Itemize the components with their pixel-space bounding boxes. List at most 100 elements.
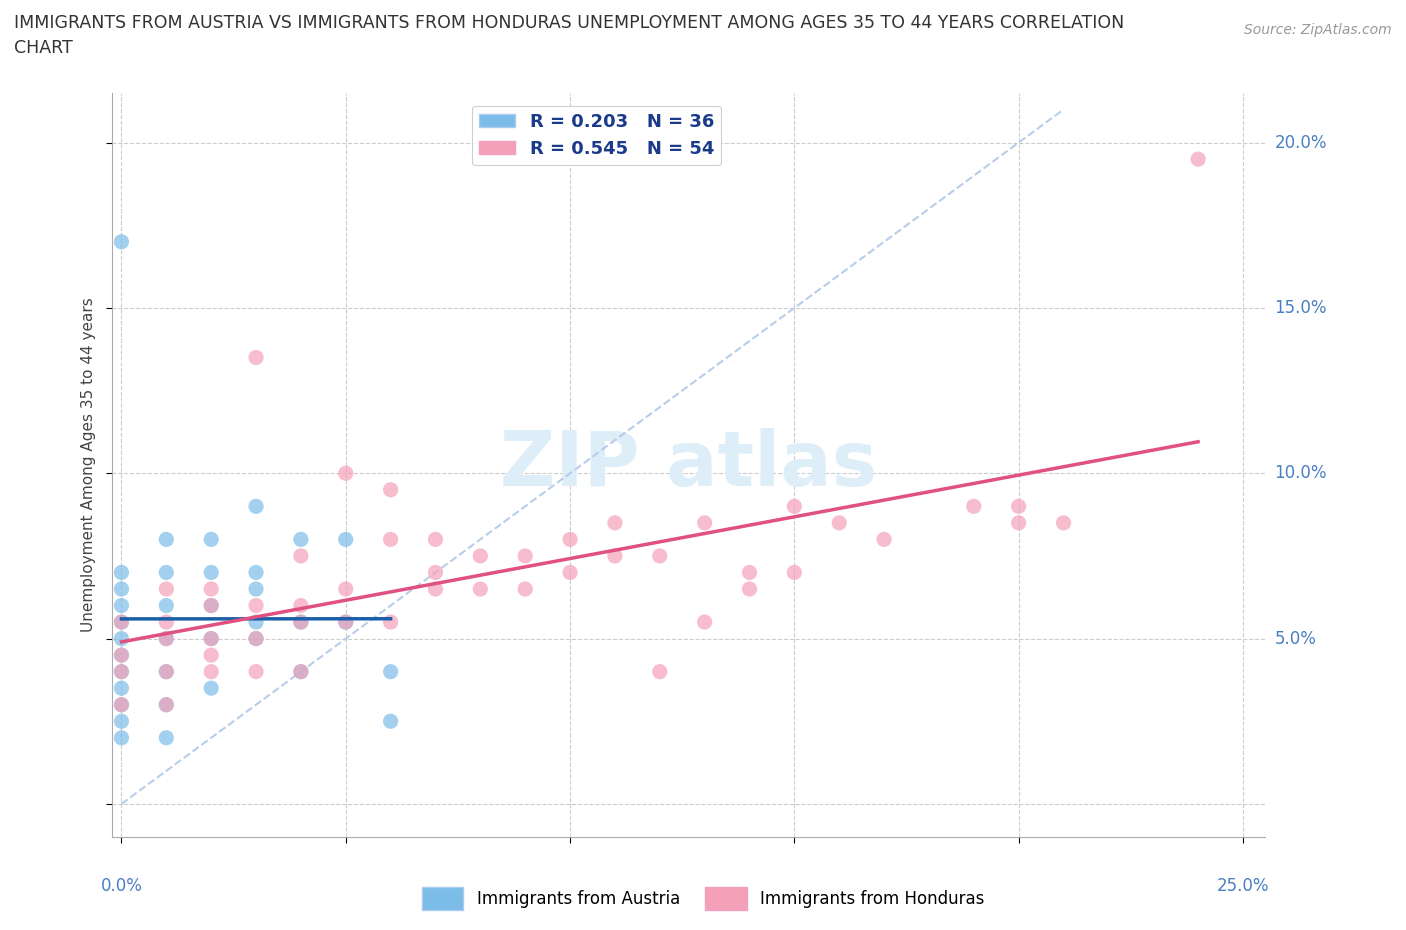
Point (200, 631, 222, 646)
Point (200, 581, 222, 596)
Point (200, 598, 222, 613)
Point (425, 532, 447, 547)
Point (648, 549, 671, 564)
Point (245, 598, 267, 613)
Point (335, 615, 357, 630)
Point (290, 598, 312, 613)
Point (245, 565, 267, 580)
Point (200, 598, 222, 613)
Point (515, 581, 537, 596)
Point (110, 615, 132, 630)
Point (110, 631, 132, 646)
Point (155, 698, 177, 712)
Point (110, 681, 132, 696)
Point (425, 565, 447, 580)
Point (200, 532, 222, 547)
Point (290, 549, 312, 564)
Point (1187, 152, 1209, 166)
Point (290, 615, 312, 630)
Point (155, 532, 177, 547)
Point (110, 664, 132, 679)
Point (200, 664, 222, 679)
Point (155, 730, 177, 745)
Point (380, 532, 402, 547)
Legend: Immigrants from Austria, Immigrants from Honduras: Immigrants from Austria, Immigrants from… (415, 880, 991, 917)
Point (245, 615, 267, 630)
Point (783, 498, 806, 513)
Point (110, 581, 132, 596)
Point (110, 234, 132, 249)
Point (515, 549, 537, 564)
Point (245, 581, 267, 596)
Point (470, 581, 492, 596)
Point (110, 698, 132, 712)
Text: ZIP atlas: ZIP atlas (501, 428, 877, 502)
Point (245, 631, 267, 646)
Point (110, 664, 132, 679)
Point (155, 598, 177, 613)
Point (290, 532, 312, 547)
Text: IMMIGRANTS FROM AUSTRIA VS IMMIGRANTS FROM HONDURAS UNEMPLOYMENT AMONG AGES 35 T: IMMIGRANTS FROM AUSTRIA VS IMMIGRANTS FR… (14, 14, 1125, 32)
Point (335, 532, 357, 547)
Point (155, 631, 177, 646)
Point (155, 565, 177, 580)
Point (110, 565, 132, 580)
Point (380, 483, 402, 498)
Text: CHART: CHART (14, 39, 73, 57)
Point (245, 498, 267, 513)
Y-axis label: Unemployment Among Ages 35 to 44 years: Unemployment Among Ages 35 to 44 years (80, 298, 96, 632)
Point (200, 647, 222, 662)
Point (200, 681, 222, 696)
Point (470, 549, 492, 564)
Point (200, 631, 222, 646)
Point (155, 698, 177, 712)
Point (245, 350, 267, 365)
Point (380, 664, 402, 679)
Point (828, 515, 851, 530)
Point (155, 615, 177, 630)
Point (425, 581, 447, 596)
Point (873, 532, 896, 547)
Point (155, 664, 177, 679)
Legend: R = 0.203   N = 36, R = 0.545   N = 54: R = 0.203 N = 36, R = 0.545 N = 54 (472, 106, 721, 166)
Point (335, 466, 357, 481)
Text: 15.0%: 15.0% (1274, 299, 1327, 317)
Point (155, 581, 177, 596)
Point (558, 532, 581, 547)
Point (110, 615, 132, 630)
Point (290, 615, 312, 630)
Point (245, 664, 267, 679)
Point (783, 565, 806, 580)
Point (380, 714, 402, 729)
Text: 10.0%: 10.0% (1274, 464, 1327, 483)
Point (110, 698, 132, 712)
Text: Source: ZipAtlas.com: Source: ZipAtlas.com (1244, 23, 1392, 37)
Point (558, 565, 581, 580)
Point (603, 549, 626, 564)
Point (110, 647, 132, 662)
Point (693, 615, 716, 630)
Point (155, 664, 177, 679)
Point (290, 664, 312, 679)
Point (738, 581, 761, 596)
Point (648, 664, 671, 679)
Point (200, 565, 222, 580)
Point (110, 598, 132, 613)
Point (245, 631, 267, 646)
Point (738, 565, 761, 580)
Point (335, 581, 357, 596)
Point (963, 498, 986, 513)
Text: 0.0%: 0.0% (100, 877, 142, 895)
Text: 5.0%: 5.0% (1274, 630, 1316, 647)
Point (110, 714, 132, 729)
Point (110, 647, 132, 662)
Point (1052, 515, 1074, 530)
Point (155, 631, 177, 646)
Point (1008, 515, 1031, 530)
Point (693, 515, 716, 530)
Point (380, 615, 402, 630)
Point (290, 664, 312, 679)
Text: 25.0%: 25.0% (1216, 877, 1270, 895)
Point (335, 615, 357, 630)
Point (110, 730, 132, 745)
